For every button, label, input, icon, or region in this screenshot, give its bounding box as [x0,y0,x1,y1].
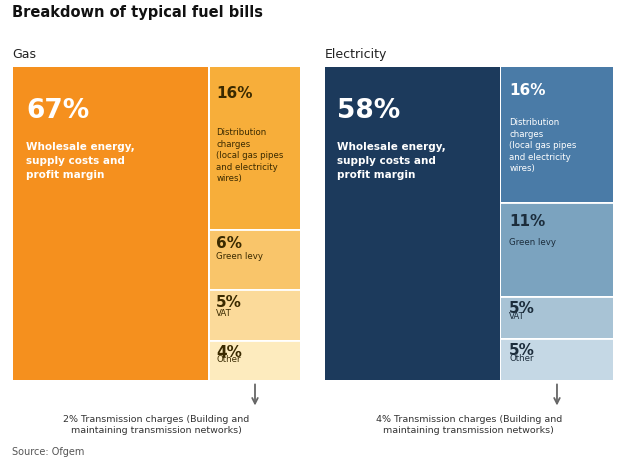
Text: Other: Other [509,354,534,363]
Text: 16%: 16% [509,83,546,98]
Text: Distribution
charges
(local gas pipes
and electricity
wires): Distribution charges (local gas pipes an… [216,128,284,183]
Text: Wholesale energy,
supply costs and
profit margin: Wholesale energy, supply costs and profi… [338,142,446,180]
Text: 4%: 4% [216,345,242,360]
Text: 67%: 67% [26,98,89,124]
Text: Wholesale energy,
supply costs and
profit margin: Wholesale energy, supply costs and profi… [26,142,135,180]
Text: 11%: 11% [509,213,546,229]
Text: 6%: 6% [216,236,242,251]
Text: 5%: 5% [216,296,242,310]
Text: 4% Transmission charges (Building and
maintaining transmission networks): 4% Transmission charges (Building and ma… [376,414,562,435]
Text: VAT: VAT [509,312,525,321]
Text: Electricity: Electricity [325,48,388,61]
Text: 5%: 5% [509,343,535,358]
Text: 5%: 5% [509,301,535,316]
Text: Gas: Gas [12,48,36,61]
Text: Green levy: Green levy [216,252,263,261]
Text: Source: Ofgem: Source: Ofgem [12,447,85,457]
Text: Green levy: Green levy [509,238,556,247]
Text: 2% Transmission charges (Building and
maintaining transmission networks): 2% Transmission charges (Building and ma… [63,414,249,435]
Text: Other: Other [216,355,241,364]
Text: 58%: 58% [338,98,401,124]
Text: Distribution
charges
(local gas pipes
and electricity
wires): Distribution charges (local gas pipes an… [509,118,577,173]
Text: Breakdown of typical fuel bills: Breakdown of typical fuel bills [12,6,264,20]
Text: VAT: VAT [216,308,232,318]
Text: 16%: 16% [216,86,252,101]
